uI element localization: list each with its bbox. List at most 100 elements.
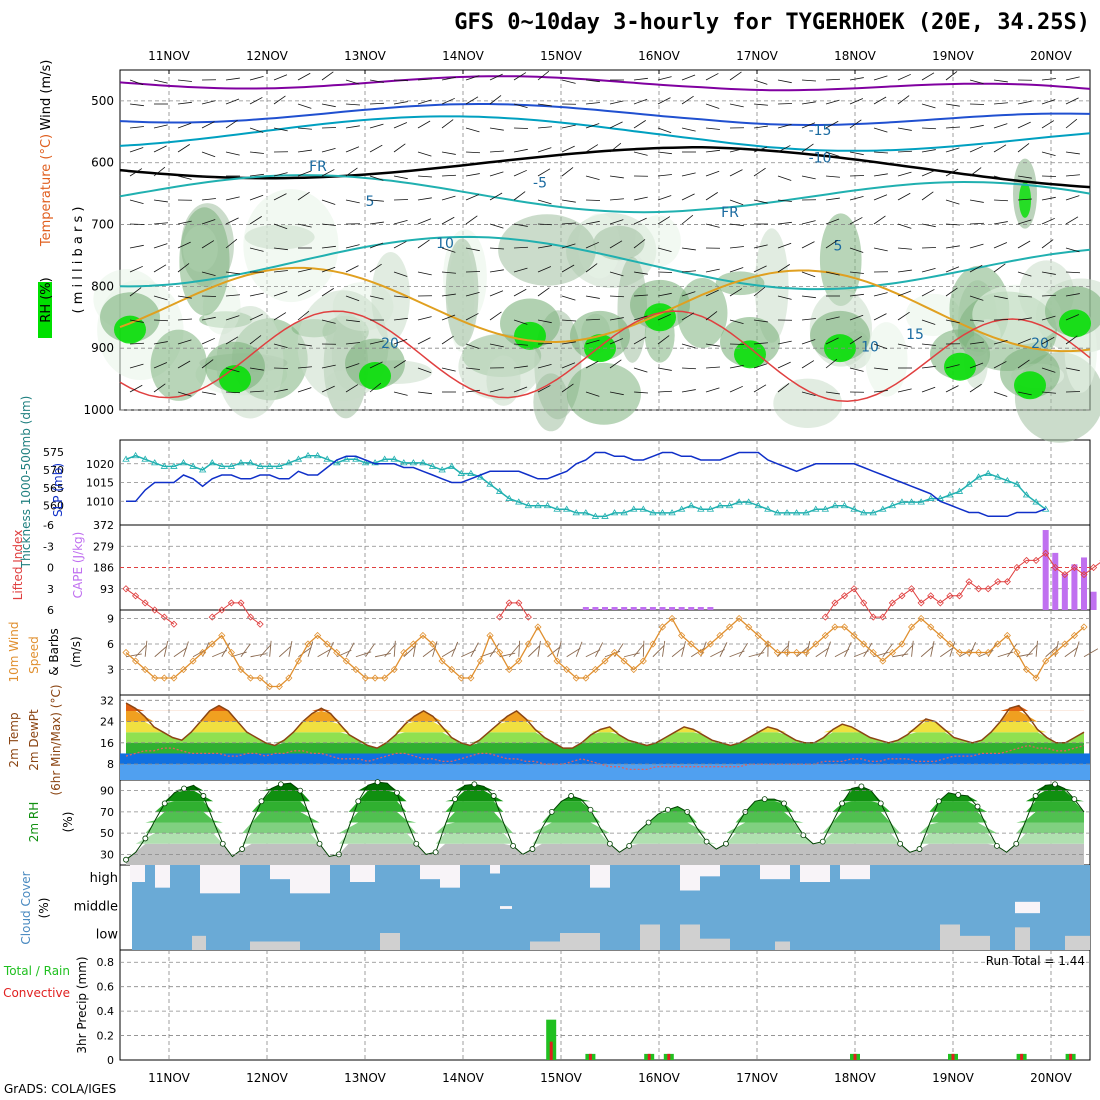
rh-point: [316, 840, 323, 847]
wind-barb: [657, 335, 670, 345]
wind-barb: [897, 223, 912, 229]
wind-speed-point: [294, 657, 303, 665]
wind-barb: [201, 175, 216, 179]
wind-barb: [849, 151, 864, 156]
wind-barb: [681, 291, 696, 297]
slp-line: [126, 451, 1046, 518]
wind-barb: [1041, 217, 1055, 225]
cloud-low-bar: [380, 933, 400, 950]
x-tick-top: 11NOV: [148, 49, 190, 63]
wind-speed-point: [438, 657, 446, 665]
rh-fill-band: [126, 833, 1084, 844]
wind-barb: [528, 645, 541, 658]
wind-barb: [288, 640, 293, 657]
thickness-point: [601, 512, 609, 519]
wind-barb: [825, 175, 840, 178]
lifted-index-point: [122, 585, 130, 593]
wind-barb: [609, 359, 622, 369]
wind-barb: [897, 388, 912, 393]
wind-barb: [225, 294, 240, 297]
wind-barb: [177, 241, 191, 249]
wind-barb: [369, 242, 384, 249]
wind-barb: [129, 168, 143, 177]
thickness-point: [285, 459, 293, 466]
wind-barb: [633, 120, 646, 129]
wind-barb: [177, 79, 192, 82]
wind-barb: [298, 646, 312, 658]
wind-barb: [897, 269, 912, 273]
lifted-index-point: [994, 578, 1002, 586]
wind-barb: [969, 319, 984, 322]
wind-speed-point: [955, 648, 964, 657]
wind-barb: [993, 102, 1008, 105]
rh-point: [1071, 796, 1078, 803]
contour-label: 10: [436, 236, 454, 252]
thickness-point: [141, 455, 149, 462]
wind-speed-point: [486, 631, 494, 640]
wind-speed-point: [582, 674, 590, 682]
wind-speed-point: [591, 665, 599, 674]
wind-speed-point: [658, 623, 667, 631]
wind-barb: [609, 295, 625, 298]
wind-barb: [777, 644, 789, 658]
wind-barb: [297, 387, 312, 393]
wind-barb: [537, 223, 553, 226]
wind-barb: [609, 198, 624, 201]
wind-barb: [273, 291, 288, 297]
wind-barb: [849, 314, 864, 321]
contour-label: 20: [1031, 336, 1049, 352]
wind-barb: [441, 216, 455, 225]
thickness-point: [131, 451, 140, 459]
wind-barb: [129, 79, 144, 86]
wind-barb: [801, 143, 814, 153]
wind-barb: [441, 76, 456, 81]
lifted-index-point: [208, 613, 216, 621]
rh-point: [123, 856, 129, 863]
thickness-point: [649, 509, 657, 516]
wind-barb: [969, 167, 982, 177]
cape-bar: [1061, 573, 1068, 610]
wind-speed-point: [907, 623, 916, 631]
contour-label: FR: [721, 205, 739, 221]
wind-barb: [465, 127, 480, 133]
temp-axis-label-3: (6hr Min/Max) (°C): [49, 684, 63, 795]
wind-barb: [825, 78, 841, 81]
wind-barb: [369, 263, 382, 273]
wind-barb: [705, 311, 718, 321]
wind-barb: [1041, 78, 1056, 81]
wind-barb: [849, 77, 864, 81]
thickness-line: [125, 454, 1047, 518]
cloud-low-bar: [1065, 935, 1090, 950]
wind-barb: [513, 365, 528, 369]
wind-barb: [249, 194, 264, 201]
wind-barb: [945, 245, 960, 249]
wind-speed-point: [898, 640, 906, 648]
cloud-high-bar: [130, 865, 145, 882]
cloud-axis-unit: (%): [37, 898, 51, 919]
wind-barb: [705, 366, 720, 369]
wind-barb: [307, 641, 314, 657]
wind-speed-point: [1051, 648, 1059, 657]
wind-barb: [441, 119, 454, 129]
thickness-point: [658, 509, 667, 516]
wind-barb: [561, 264, 575, 273]
wind-barb: [1065, 335, 1078, 345]
slp-axis-label: SLP (mb): [51, 463, 65, 517]
wind-barb: [969, 341, 984, 345]
thickness-point: [1013, 480, 1021, 487]
wind-barb: [489, 311, 502, 321]
wind-barb: [249, 173, 264, 177]
wind-barb: [1065, 118, 1078, 129]
wind-barb: [417, 175, 432, 178]
wind-barb: [585, 318, 601, 321]
temp-fill-band: [126, 703, 1084, 711]
wind-barb: [465, 291, 480, 297]
wind-barb: [556, 641, 562, 657]
wind-barb: [681, 214, 694, 225]
thickness-point: [352, 455, 360, 462]
rh-point: [471, 781, 478, 788]
thickness-point: [380, 455, 389, 462]
cape-bar: [697, 607, 704, 610]
wind-barb: [369, 361, 383, 369]
wind-barb: [393, 317, 408, 321]
